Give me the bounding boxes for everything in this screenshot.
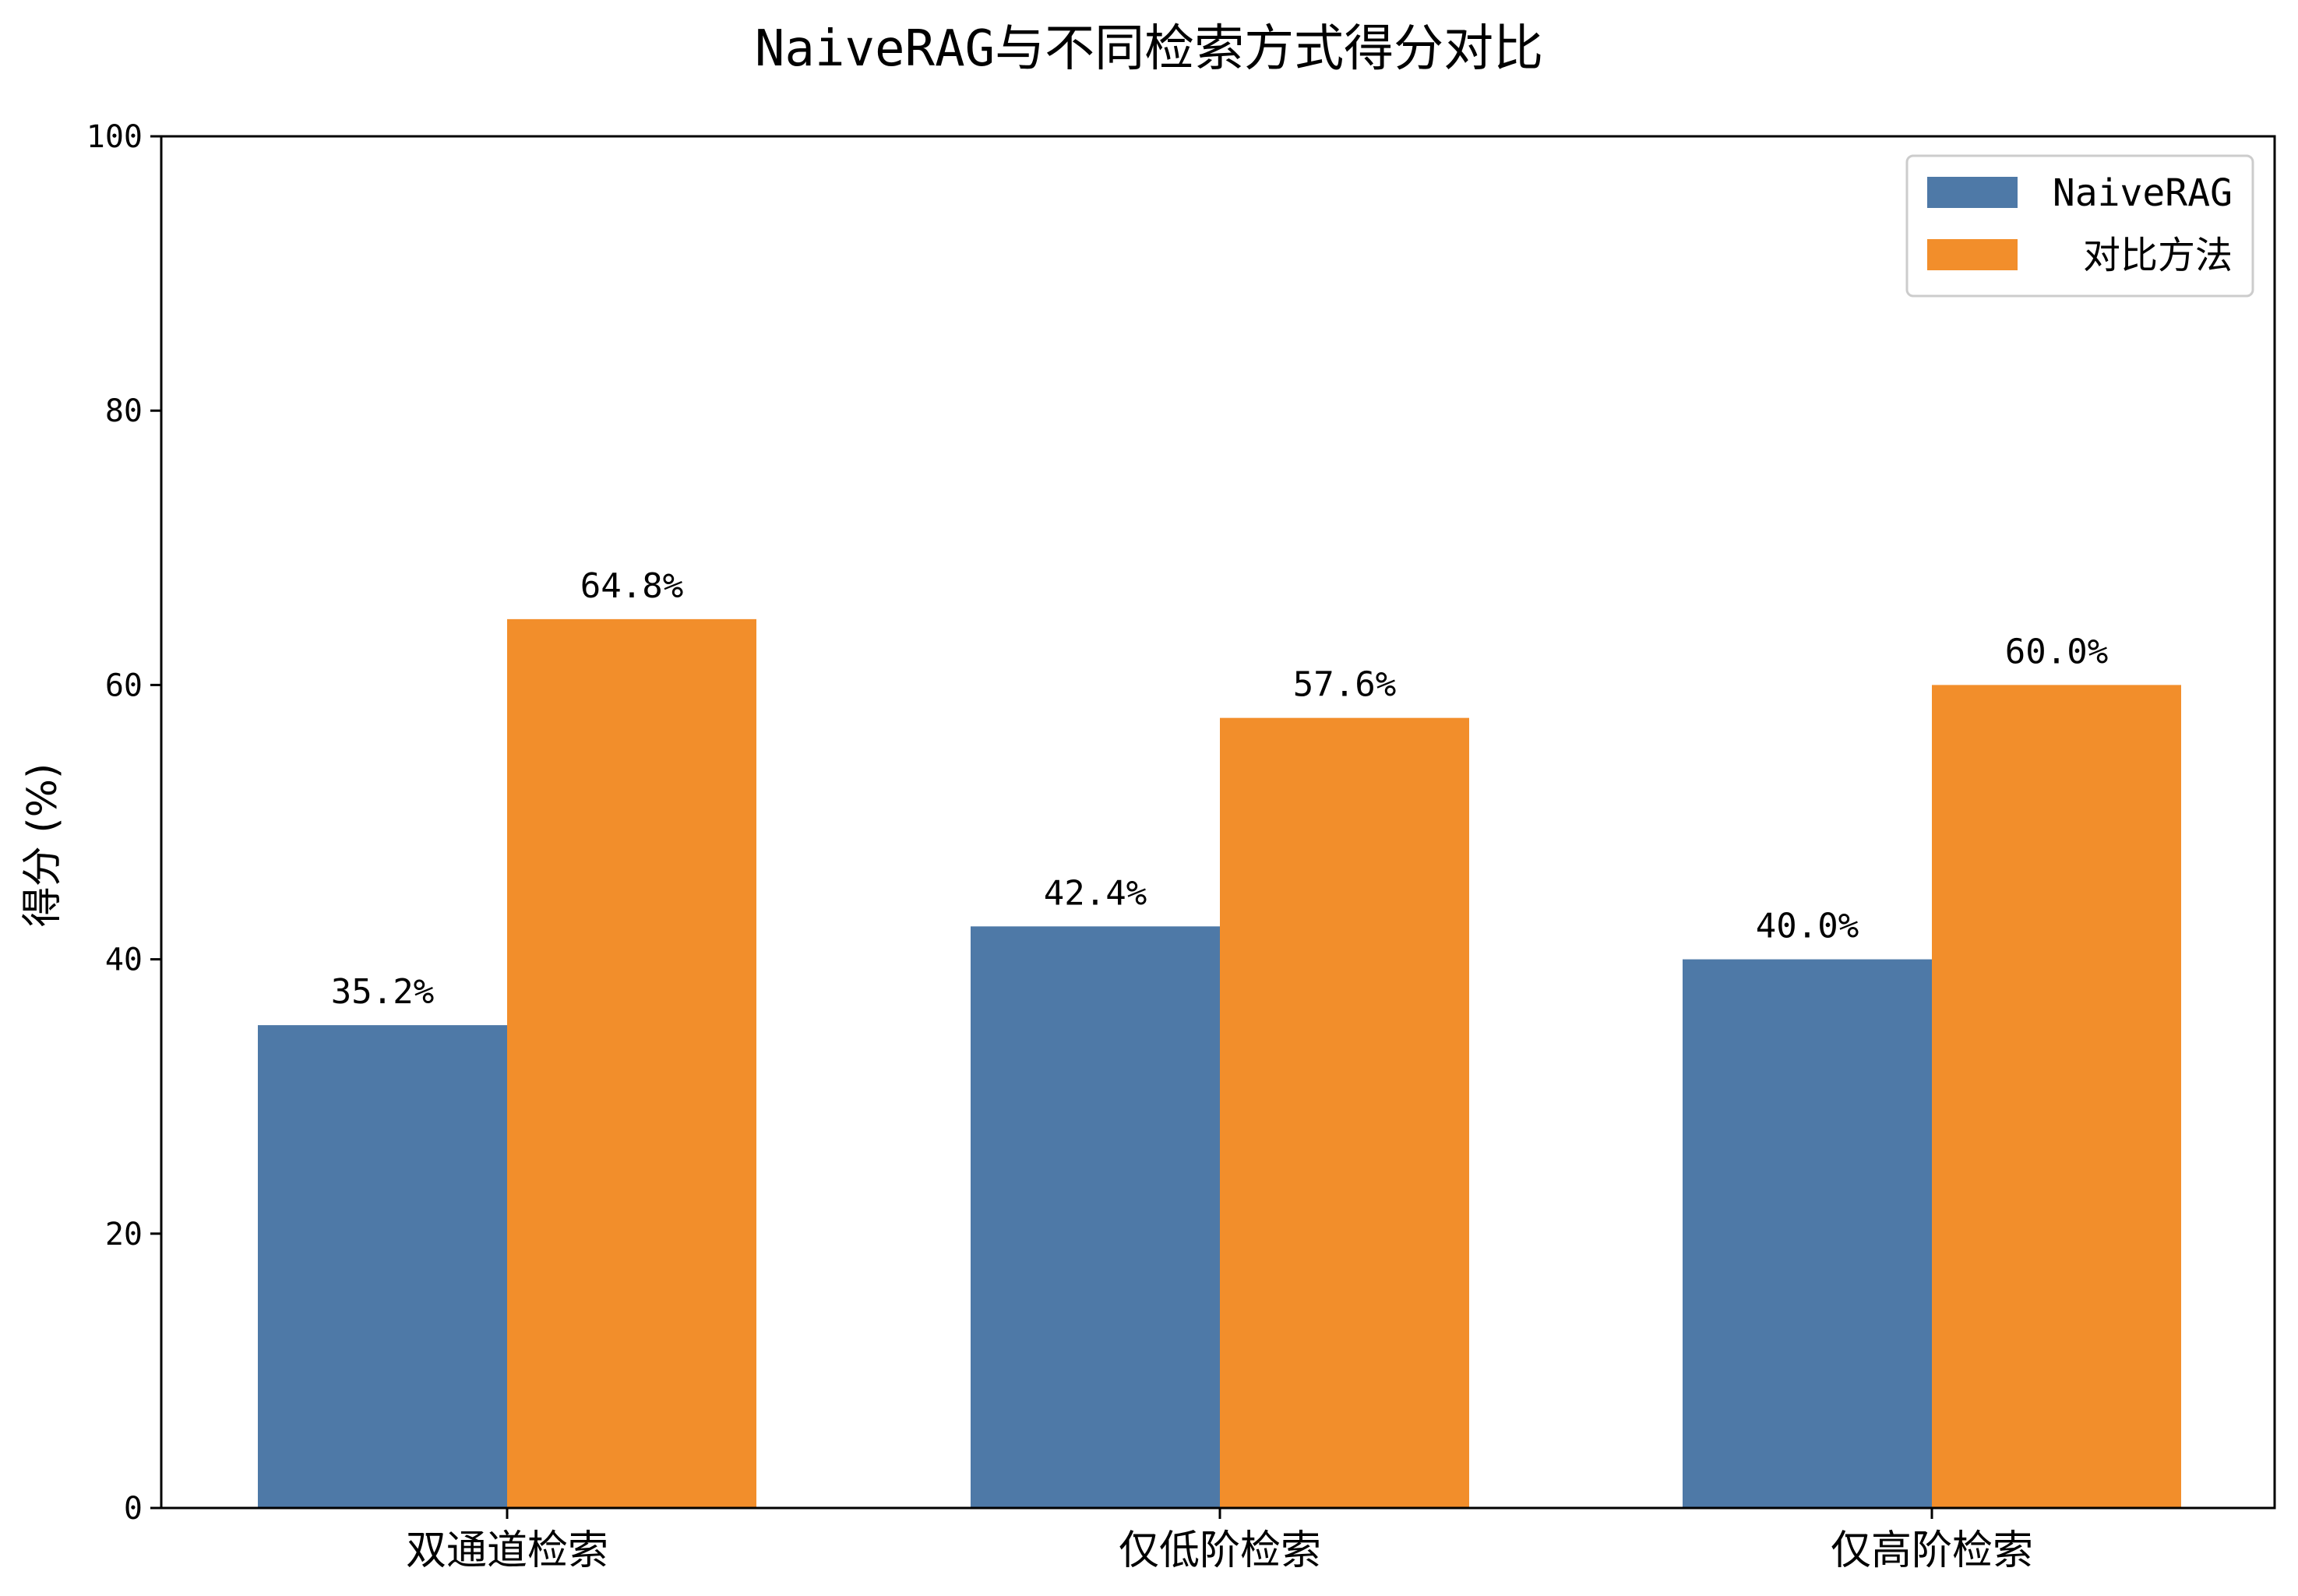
legend-label: NaiveRAG xyxy=(2053,171,2233,215)
y-tick-label: 0 xyxy=(124,1491,143,1527)
legend-swatch xyxy=(1927,239,2018,270)
bar-naiverag-1 xyxy=(971,926,1220,1508)
bar-value-label: 42.4% xyxy=(1044,873,1147,913)
value-labels-layer: 35.2% 42.4% 40.0% 64.8% 57.6% 60.0% xyxy=(331,566,2108,1012)
bar-value-label: 35.2% xyxy=(331,972,434,1012)
legend: NaiveRAG 对比方法 xyxy=(1905,154,2254,298)
legend-label: 对比方法 xyxy=(2083,234,2233,277)
bar-value-label: 40.0% xyxy=(1756,907,1859,946)
bar-comparison-2 xyxy=(1932,685,2181,1508)
y-tick-label: 40 xyxy=(105,942,143,978)
x-tick-label: 双通道检索 xyxy=(406,1527,608,1574)
bar-value-label: 64.8% xyxy=(580,566,683,606)
bar-comparison-1 xyxy=(1220,717,1469,1508)
y-tick-label: 20 xyxy=(105,1217,143,1252)
y-tick-label: 80 xyxy=(105,393,143,429)
y-tick-label: 100 xyxy=(86,119,143,155)
y-axis-ticks: 0 20 40 60 80 100 xyxy=(86,119,161,1527)
bar-value-label: 57.6% xyxy=(1293,665,1396,705)
x-tick-label: 仅高阶检索 xyxy=(1831,1527,2033,1574)
bars-layer xyxy=(258,618,2181,1508)
x-axis-ticks: 双通道检索 仅低阶检索 仅高阶检索 xyxy=(406,1508,2033,1574)
y-axis-label: 得分 (%) xyxy=(19,763,66,928)
chart-title: NaiveRAG与不同检索方式得分对比 xyxy=(755,20,1543,78)
bar-value-label: 60.0% xyxy=(2005,632,2108,671)
y-tick-label: 60 xyxy=(105,668,143,703)
x-tick-label: 仅低阶检索 xyxy=(1119,1527,1321,1574)
bar-naiverag-2 xyxy=(1683,959,1932,1508)
bar-comparison-0 xyxy=(507,618,756,1508)
bar-naiverag-0 xyxy=(258,1025,507,1508)
plot-frame xyxy=(160,135,2276,1510)
legend-swatch xyxy=(1927,177,2018,208)
